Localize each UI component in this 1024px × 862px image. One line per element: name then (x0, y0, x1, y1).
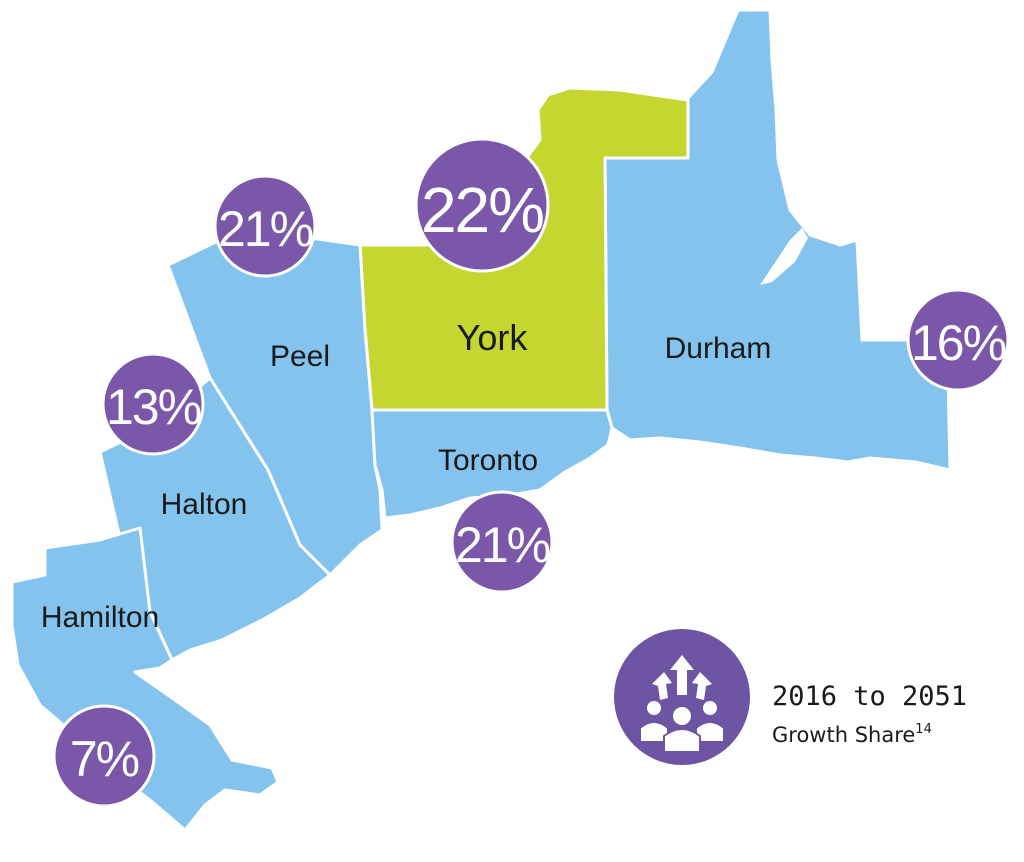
legend-subtitle: Growth Share14 (772, 722, 932, 747)
legend-title: 2016 to 2051 (772, 681, 967, 712)
peel-label: Peel (270, 340, 330, 373)
legend-footnote: 14 (915, 722, 932, 737)
hamilton-label: Hamilton (41, 601, 159, 634)
toronto-share-text: 21% (455, 517, 550, 573)
lake-shape (760, 228, 808, 285)
toronto-share-badge: 21% (450, 490, 554, 594)
legend-subtitle-text: Growth Share (772, 723, 915, 747)
peel-share-badge: 21% (213, 174, 317, 278)
york-share-badge: 22% (414, 137, 550, 273)
halton-share-badge: 13% (101, 352, 205, 456)
durham-share-badge: 16% (906, 288, 1010, 392)
peel-share-text: 21% (218, 201, 313, 257)
region-durham[interactable] (603, 8, 952, 472)
hamilton-share-badge: 7% (52, 704, 156, 808)
york-label: York (457, 317, 529, 358)
halton-label: Halton (161, 488, 248, 521)
durham-label: Durham (665, 332, 772, 365)
durham-share-text: 16% (911, 315, 1006, 371)
people-growth-arrows-icon (614, 629, 750, 765)
york-share-text: 22% (421, 174, 543, 246)
halton-share-text: 13% (106, 379, 201, 435)
hamilton-share-text: 7% (70, 731, 139, 787)
toronto-label: Toronto (438, 444, 538, 477)
legend: 2016 to 2051 Growth Share14 (614, 629, 967, 765)
